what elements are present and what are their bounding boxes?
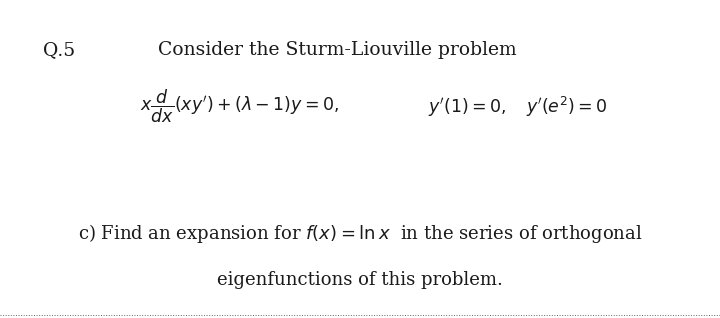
Text: eigenfunctions of this problem.: eigenfunctions of this problem.	[217, 271, 503, 289]
Text: $x\dfrac{d}{dx}(xy') + (\lambda - 1)y = 0,$: $x\dfrac{d}{dx}(xy') + (\lambda - 1)y = …	[140, 88, 339, 125]
Text: Q.5: Q.5	[43, 41, 76, 59]
Text: c) Find an expansion for $f(x) = \ln x$  in the series of orthogonal: c) Find an expansion for $f(x) = \ln x$ …	[78, 222, 642, 245]
Text: Consider the Sturm-Liouville problem: Consider the Sturm-Liouville problem	[158, 41, 517, 59]
Text: $y'(1) = 0, \quad y'(e^2) = 0$: $y'(1) = 0, \quad y'(e^2) = 0$	[428, 94, 608, 119]
